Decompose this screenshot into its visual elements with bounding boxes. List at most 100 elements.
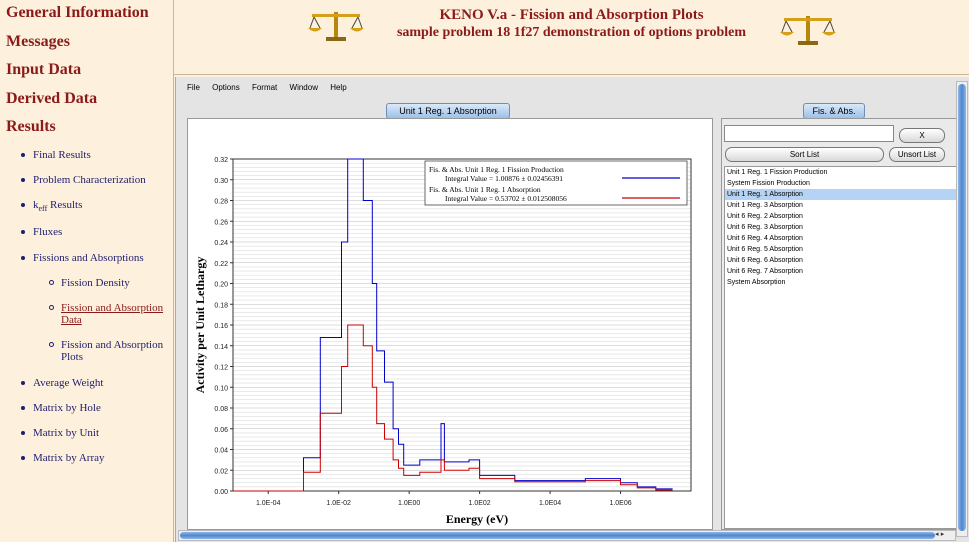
nav-derived-data[interactable]: Derived Data: [6, 90, 98, 107]
x-tick-label: 1.0E04: [539, 500, 561, 507]
nav-item-problem-characterization[interactable]: Problem Characterization: [21, 174, 146, 186]
nav-item-final-results[interactable]: Final Results: [21, 149, 91, 161]
balance-scale-icon: [780, 16, 836, 45]
series-list-item[interactable]: Unit 1 Reg. 1 Absorption: [725, 189, 956, 200]
nav-item-fluxes[interactable]: Fluxes: [21, 226, 63, 238]
menu-file[interactable]: File: [187, 83, 200, 92]
horizontal-scrollbar[interactable]: [178, 530, 956, 541]
y-tick-label: 0.12: [214, 365, 228, 372]
menu-help[interactable]: Help: [330, 83, 347, 92]
nav-item-keff-results[interactable]: keff Results: [21, 199, 83, 215]
y-tick-label: 0.02: [214, 468, 228, 475]
page-subtitle: sample problem 18 1f27 demonstration of …: [396, 25, 747, 40]
nav-item-label: Average Weight: [33, 377, 104, 389]
bullet-icon: [21, 230, 25, 234]
x-tick-label: 1.0E06: [609, 500, 631, 507]
y-tick-label: 0.22: [214, 261, 228, 268]
circle-bullet-icon: [49, 305, 54, 310]
menu-options[interactable]: Options: [212, 83, 240, 92]
y-axis-label: Activity per Unit Lethargy: [193, 257, 207, 394]
y-tick-label: 0.00: [214, 489, 228, 496]
series-line: [233, 158, 673, 492]
filter-input[interactable]: [724, 125, 894, 142]
series-list-item[interactable]: Unit 6 Reg. 7 Absorption: [727, 268, 803, 275]
nav-item-matrix-by-hole[interactable]: Matrix by Hole: [21, 402, 101, 414]
plot-panel: 0.00 0.02 0.04 0.06 0.08 0.10 0.12 0.14 0.16 0.18…: [187, 118, 713, 530]
nav-item-fission-density[interactable]: Fission Density: [49, 277, 130, 289]
clear-filter-button[interactable]: X: [899, 128, 945, 143]
y-tick-label: 0.26: [214, 219, 228, 226]
nav-item-label: Problem Characterization: [33, 174, 146, 186]
series-list-item[interactable]: Unit 6 Reg. 5 Absorption: [727, 246, 803, 253]
nav-item-fissions-and-absorptions[interactable]: Fissions and Absorptions: [21, 252, 144, 264]
circle-bullet-icon: [49, 342, 54, 347]
sidebar: General Information Messages Input Data …: [0, 0, 174, 542]
y-tick-label: 0.24: [214, 240, 228, 247]
vertical-scrollbar[interactable]: [956, 81, 968, 537]
series-list-item[interactable]: System Fission Production: [727, 180, 810, 187]
nav-general-information[interactable]: General Information: [6, 4, 149, 21]
nav-item-label: Matrix by Array: [33, 452, 105, 464]
nav-item-label: Fission Density: [61, 277, 130, 289]
page-title: KENO V.a - Fission and Absorption Plots: [439, 7, 704, 23]
series-list-item[interactable]: Unit 1 Reg. 3 Absorption: [727, 202, 803, 209]
bullet-icon: [21, 456, 25, 460]
nav-item-matrix-by-array[interactable]: Matrix by Array: [21, 452, 105, 464]
y-tick-label: 0.06: [214, 427, 228, 434]
series-line: [233, 324, 673, 492]
plot-application: File Options Format Window Help Unit 1 R…: [175, 77, 969, 542]
x-tick-label: 1.0E-04: [256, 500, 281, 507]
nav-messages[interactable]: Messages: [6, 33, 70, 50]
x-tick-label: 1.0E00: [398, 500, 420, 507]
unsort-list-button[interactable]: Unsort List: [889, 147, 945, 162]
y-tick-label: 0.30: [214, 178, 228, 185]
sort-list-button[interactable]: Sort List: [725, 147, 884, 162]
menu-format[interactable]: Format: [251, 83, 278, 92]
bullet-icon: [21, 406, 25, 410]
menu-window[interactable]: Window: [289, 83, 318, 92]
nav-item-matrix-by-unit[interactable]: Matrix by Unit: [21, 427, 99, 439]
bullet-icon: [21, 203, 25, 207]
nav-item-label: Final Results: [33, 149, 91, 161]
scroll-arrows-icon[interactable]: ◂ ▸: [935, 530, 945, 538]
nav-item-fission-absorption-data[interactable]: Fission and Absorption Data: [49, 302, 169, 326]
legend-entry-name: Fis. & Abs. Unit 1 Reg. 1 Fission Produc…: [429, 165, 564, 174]
series-list-item[interactable]: Unit 1 Reg. 1 Fission Production: [727, 169, 828, 176]
nav-item-label: Fluxes: [33, 226, 63, 238]
series-list-item[interactable]: Unit 6 Reg. 6 Absorption: [727, 257, 803, 264]
x-axis-label: Energy (eV): [446, 512, 508, 526]
tab-fis-abs[interactable]: Fis. & Abs.: [803, 103, 865, 119]
chart: 0.00 0.02 0.04 0.06 0.08 0.10 0.12 0.14 0.16 0.18…: [193, 157, 692, 526]
balance-scale-icon: [308, 12, 364, 41]
legend-entry-name: Fis. & Abs. Unit 1 Reg. 1 Absorption: [429, 185, 541, 194]
y-tick-label: 0.32: [214, 157, 228, 164]
nav-input-data[interactable]: Input Data: [6, 61, 82, 78]
nav-item-label: Matrix by Hole: [33, 402, 101, 414]
nav-item-label: Fissions and Absorptions: [33, 252, 144, 264]
series-list-item[interactable]: Unit 6 Reg. 3 Absorption: [727, 224, 803, 231]
nav-item-label: Fission and Absorption Data: [61, 302, 164, 326]
series-list-item[interactable]: Unit 6 Reg. 4 Absorption: [727, 235, 803, 242]
series-list-item[interactable]: Unit 6 Reg. 2 Absorption: [727, 213, 803, 220]
nav-item-average-weight[interactable]: Average Weight: [21, 377, 104, 389]
legend-entry-integral: Integral Value = 0.53702 ± 0.012508056: [445, 194, 567, 203]
nav-item-label: Fission and Absorption Plots: [61, 339, 164, 363]
nav-item-label: Matrix by Unit: [33, 427, 99, 439]
nav-results[interactable]: Results: [6, 118, 56, 135]
y-tick-label: 0.04: [214, 448, 228, 455]
nav-item-fission-absorption-plots[interactable]: Fission and Absorption Plots: [49, 339, 169, 363]
nav-item-label: keff Results: [33, 199, 83, 214]
x-tick-label: 1.0E02: [469, 500, 491, 507]
bullet-icon: [21, 381, 25, 385]
page-header: KENO V.a - Fission and Absorption Plots …: [174, 0, 969, 75]
series-list-item[interactable]: System Absorption: [727, 279, 786, 286]
bullet-icon: [21, 431, 25, 435]
vertical-scroll-thumb[interactable]: [958, 84, 966, 531]
y-tick-label: 0.10: [214, 385, 228, 392]
bullet-icon: [21, 178, 25, 182]
horizontal-scroll-thumb[interactable]: [180, 532, 935, 539]
bullet-icon: [21, 153, 25, 157]
tab-plot[interactable]: Unit 1 Reg. 1 Absorption: [386, 103, 510, 119]
series-list-panel: X Sort List Unsort List Unit 1 Reg. 1 Fi…: [721, 118, 960, 530]
y-tick-label: 0.20: [214, 282, 228, 289]
